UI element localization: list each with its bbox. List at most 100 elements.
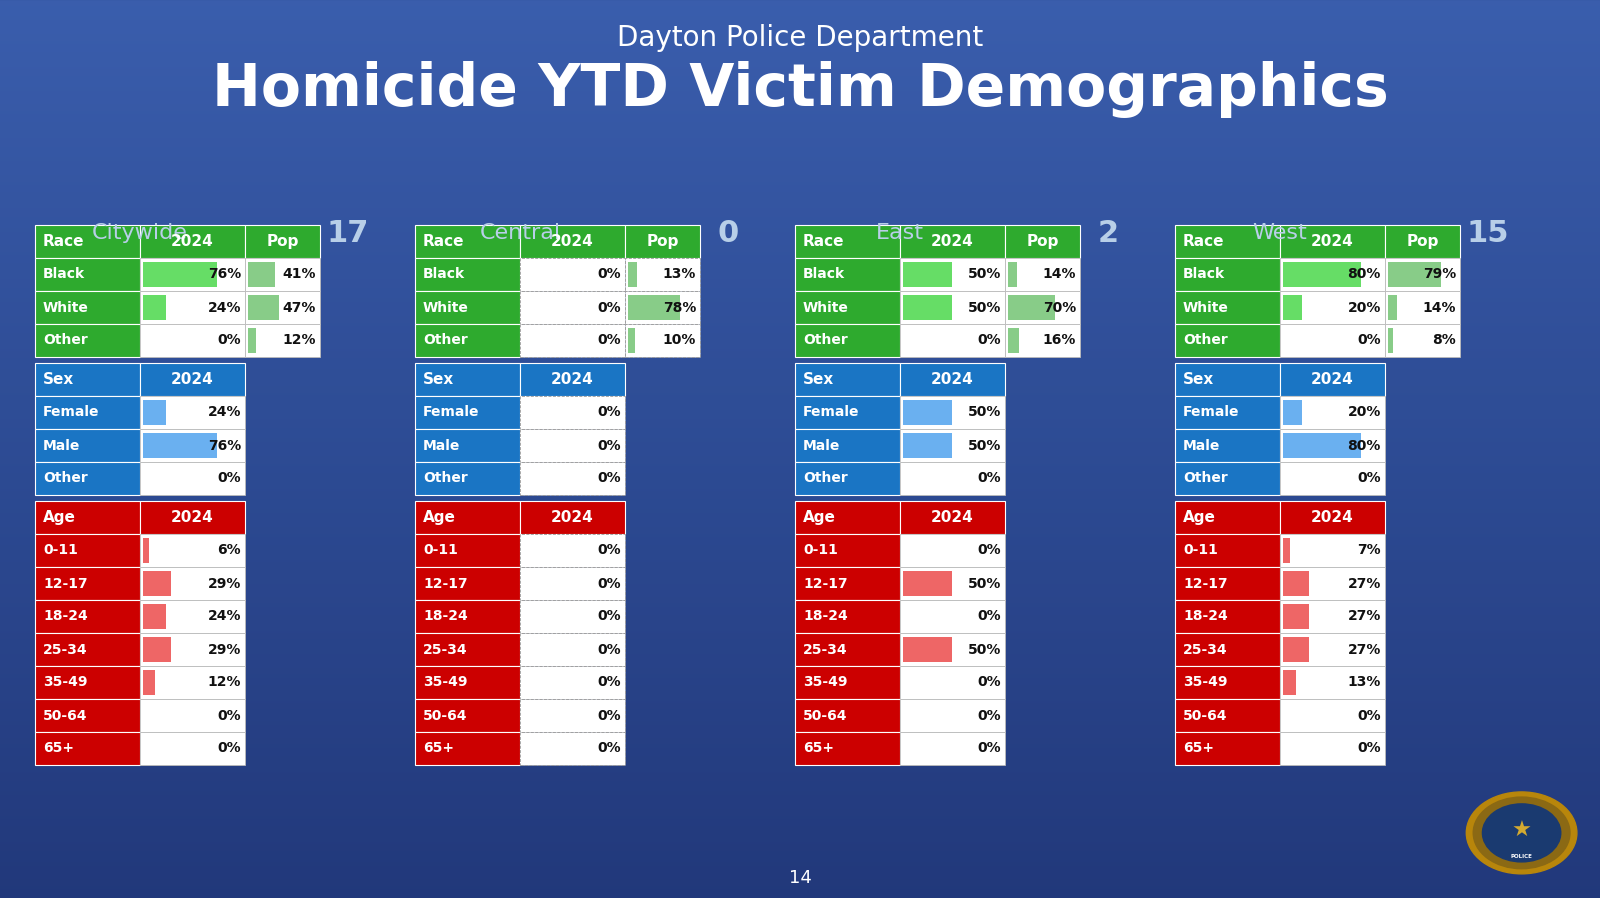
Bar (1386, 258, 1459, 291)
Bar (899, 429, 1005, 462)
Bar (795, 501, 899, 534)
Text: Pop: Pop (1406, 234, 1438, 249)
Bar (520, 324, 626, 357)
Bar (35, 225, 141, 258)
Text: East: East (877, 223, 925, 243)
Bar (142, 604, 166, 629)
Bar (414, 462, 520, 495)
Bar (795, 258, 899, 291)
Bar (141, 501, 245, 534)
Text: 0%: 0% (978, 471, 1002, 486)
Bar (902, 295, 952, 320)
Text: 24%: 24% (208, 301, 242, 314)
Text: 17: 17 (326, 218, 370, 248)
Text: 76%: 76% (208, 268, 242, 281)
Text: Dayton Police Department: Dayton Police Department (618, 24, 982, 52)
Text: Age: Age (803, 510, 835, 525)
Bar (899, 324, 1005, 357)
Text: 0%: 0% (978, 709, 1002, 723)
Text: 65+: 65+ (1182, 742, 1214, 755)
Text: Central: Central (480, 223, 560, 243)
Text: 29%: 29% (208, 577, 242, 591)
Bar (141, 699, 245, 732)
Bar (414, 429, 520, 462)
Bar (142, 262, 216, 287)
Text: 2024: 2024 (1310, 372, 1354, 387)
Text: 14: 14 (789, 869, 811, 887)
Bar (35, 600, 141, 633)
Text: 41%: 41% (283, 268, 317, 281)
Text: 27%: 27% (1347, 610, 1381, 623)
Text: 18-24: 18-24 (1182, 610, 1227, 623)
Text: West: West (1253, 223, 1307, 243)
Bar (1283, 637, 1309, 662)
Text: Female: Female (1182, 406, 1240, 419)
Text: 0%: 0% (1357, 709, 1381, 723)
Bar (141, 633, 245, 666)
Circle shape (1466, 792, 1578, 874)
Text: Male: Male (43, 438, 80, 453)
Text: Other: Other (1182, 333, 1227, 348)
Text: 18-24: 18-24 (803, 610, 848, 623)
Bar (1386, 324, 1459, 357)
Text: 50%: 50% (968, 642, 1002, 656)
Bar (626, 291, 701, 324)
Bar (141, 258, 245, 291)
Bar (245, 258, 320, 291)
Bar (141, 600, 245, 633)
Bar (142, 433, 216, 458)
Bar (1280, 258, 1386, 291)
Text: 0%: 0% (597, 642, 621, 656)
Bar (35, 363, 141, 396)
Bar (520, 567, 626, 600)
Bar (35, 429, 141, 462)
Bar (899, 291, 1005, 324)
Bar (1386, 291, 1459, 324)
Bar (142, 637, 171, 662)
Text: Other: Other (43, 333, 88, 348)
Text: Other: Other (803, 333, 848, 348)
Text: Race: Race (803, 234, 845, 249)
Bar (1174, 501, 1280, 534)
Bar (248, 262, 275, 287)
Bar (899, 600, 1005, 633)
Bar (414, 258, 520, 291)
Bar (141, 225, 245, 258)
Text: 80%: 80% (1347, 438, 1381, 453)
Bar (899, 567, 1005, 600)
Text: 0%: 0% (218, 742, 242, 755)
Bar (414, 666, 520, 699)
Text: 2024: 2024 (171, 372, 214, 387)
Bar (520, 600, 626, 633)
Bar (141, 534, 245, 567)
Bar (1174, 732, 1280, 765)
Text: 2024: 2024 (550, 234, 594, 249)
Text: Female: Female (803, 406, 859, 419)
Text: 25-34: 25-34 (422, 642, 467, 656)
Bar (35, 462, 141, 495)
Text: 0-11: 0-11 (43, 543, 78, 558)
Bar (1280, 501, 1386, 534)
Text: Pop: Pop (646, 234, 678, 249)
Bar (1389, 262, 1442, 287)
Bar (899, 258, 1005, 291)
Bar (1280, 429, 1386, 462)
Text: White: White (803, 301, 850, 314)
Bar (141, 567, 245, 600)
Text: 0: 0 (717, 218, 739, 248)
Bar (795, 699, 899, 732)
Bar (626, 324, 701, 357)
Bar (1008, 328, 1019, 353)
Bar (1280, 462, 1386, 495)
Bar (245, 324, 320, 357)
Bar (414, 600, 520, 633)
Bar (795, 225, 899, 258)
Bar (1174, 363, 1280, 396)
Bar (414, 699, 520, 732)
Text: 0%: 0% (218, 471, 242, 486)
Text: 50%: 50% (968, 301, 1002, 314)
Bar (627, 295, 680, 320)
Bar (414, 363, 520, 396)
Text: 80%: 80% (1347, 268, 1381, 281)
Bar (141, 732, 245, 765)
